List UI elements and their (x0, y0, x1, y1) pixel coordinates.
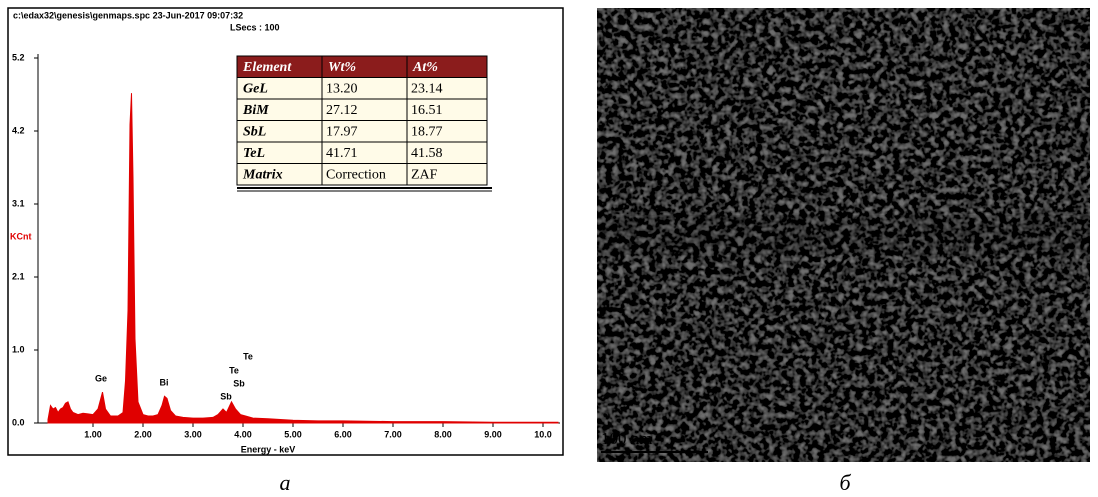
x-tick-label: 6.00 (334, 429, 352, 439)
cell-text: 18.77 (411, 124, 443, 139)
spectrum (47, 93, 559, 424)
header: c:\edax32\genesis\genmaps.spc 23-Jun-201… (13, 10, 243, 20)
cell-text: 41.58 (411, 146, 443, 161)
x-label: Energy - keV (241, 444, 296, 454)
x-tick-label: 10.0 (534, 429, 552, 439)
scale-label: 100 nm (601, 429, 652, 448)
peak-label: Ge (95, 373, 107, 383)
cell-text: 27.12 (326, 103, 358, 118)
peak-label: Te (243, 351, 253, 361)
cell-text: ZAF (411, 167, 438, 182)
cell-text: GeL (243, 81, 268, 96)
cell-text: SbL (243, 124, 266, 139)
y-tick-label: 1.0 (12, 344, 25, 354)
header-text: At% (412, 60, 438, 75)
cell-text: 16.51 (411, 103, 443, 118)
caption: а (280, 470, 291, 495)
x-tick-label: 3.00 (184, 429, 202, 439)
cell-text: TeL (243, 146, 265, 161)
header-text: Wt% (328, 60, 356, 75)
tem-image (597, 8, 1090, 462)
cell-text: 17.97 (326, 124, 358, 139)
caption: б (839, 470, 851, 495)
y-tick-label: 0.0 (12, 417, 25, 427)
y-tick-label: 4.2 (12, 125, 25, 135)
x-tick-label: 5.00 (284, 429, 302, 439)
x-tick-label: 1.00 (84, 429, 102, 439)
cell-text: 23.14 (411, 81, 443, 96)
x-tick-label: 8.00 (434, 429, 452, 439)
x-tick-label: 9.00 (484, 429, 502, 439)
header-text: Element (242, 60, 292, 75)
y-label: KCnt (10, 231, 32, 241)
y-tick-label: 2.1 (12, 271, 25, 281)
peak-label: Sb (233, 378, 245, 388)
x-tick-label: 2.00 (134, 429, 152, 439)
x-tick-label: 4.00 (234, 429, 252, 439)
x-tick-label: 7.00 (384, 429, 402, 439)
cell (406, 163, 488, 186)
y-tick-label: 5.2 (12, 52, 25, 62)
cell-text: Matrix (242, 167, 283, 182)
cell-text: Correction (326, 167, 386, 182)
tem-band (597, 215, 1090, 255)
cell-text: 41.71 (326, 146, 358, 161)
peak-label: Sb (220, 391, 232, 401)
cell-text: 13.20 (326, 81, 358, 96)
peak-label: Bi (160, 377, 169, 387)
cell-text: BiM (242, 103, 269, 118)
table: Element Wt% At% GeL 13.20 23.14 BiM 27.12 16.51 S… (236, 55, 492, 192)
peak-label: Te (229, 365, 239, 375)
y-tick-label: 3.1 (12, 198, 25, 208)
header: LSecs : 100 (230, 22, 280, 32)
plot: 0.0 1.0 2.1 3.1 4.2 5.2 1.00 2.00 3.00 4.00 5.00 6.… (12, 52, 560, 439)
